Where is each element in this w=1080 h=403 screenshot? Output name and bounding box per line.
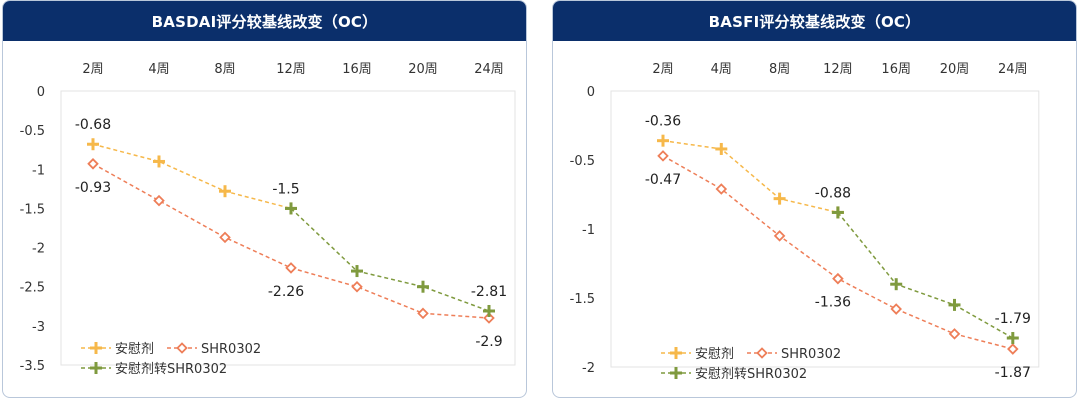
- basdai-legend-label: 安慰剂: [115, 342, 154, 357]
- basfi-data-point: [715, 142, 728, 155]
- basdai-data-point: [219, 231, 231, 244]
- basdai-data-label: -2.26: [268, 284, 304, 300]
- basfi-legend-label: 安慰剂: [695, 347, 734, 362]
- basfi-data-point: [773, 192, 786, 205]
- basdai-legend-item: 安慰剂: [81, 342, 154, 357]
- basdai-x-tick-label: 24周: [474, 62, 504, 77]
- basdai-x-tick-label: 2周: [82, 62, 103, 77]
- basfi-data-point: [1007, 343, 1019, 355]
- basfi-data-point: [890, 278, 903, 291]
- basdai-data-label: -2.9: [475, 334, 502, 350]
- basdai-y-tick-label: -3.5: [20, 359, 45, 374]
- basfi-data-point: [948, 328, 961, 340]
- basdai-data-point: [153, 194, 165, 207]
- basdai-line-chart: 2周 4周 8周 12周 16周 20周 24周 0 -0.5 -1 -1.5 -2 -2.5 -3 -3.…: [20, 62, 516, 377]
- basdai-data-point: [351, 265, 363, 278]
- basfi-x-tick-label: 24周: [998, 62, 1028, 77]
- basfi-series-line-0: [662, 139, 839, 214]
- basdai-data-point: [87, 158, 99, 170]
- basdai-data-point: [87, 138, 99, 151]
- basdai-y-tick-label: -0.5: [20, 124, 45, 139]
- basdai-x-tick-label: 20周: [408, 62, 438, 77]
- basdai-legend-item: SHR0302: [167, 342, 261, 357]
- basdai-x-tick-label: 12周: [276, 62, 306, 77]
- basfi-series-line-2: [837, 211, 1014, 339]
- basdai-data-point: [417, 307, 429, 320]
- basfi-legend-marker: [670, 367, 682, 379]
- basdai-data-point: [285, 262, 297, 274]
- basfi-data-label: -0.47: [645, 172, 681, 188]
- basdai-data-label: -1.5: [272, 181, 299, 197]
- basfi-y-tick-label: -2: [582, 361, 595, 376]
- basfi-y-tick-label: -1: [582, 223, 595, 238]
- basfi-y-tick-label: -1.5: [570, 292, 595, 307]
- basfi-data-point: [832, 272, 844, 285]
- basdai-data-label: -0.68: [75, 117, 111, 133]
- basdai-chart-title: BASDAI评分较基线改变（OC）: [3, 1, 526, 41]
- basfi-data-label: -0.88: [815, 185, 851, 201]
- basdai-y-tick-label: -3: [32, 320, 45, 335]
- basdai-chart-panel: BASDAI评分较基线改变（OC） 2周 4周 8周 12周 16周 20周 24周 0 -0.…: [2, 0, 527, 398]
- basfi-y-tick-label: -0.5: [570, 154, 595, 169]
- basfi-legend-item: 安慰剂转SHR0302: [661, 367, 807, 382]
- basdai-legend-marker: [90, 342, 102, 354]
- basdai-data-point: [417, 280, 429, 293]
- basfi-line-chart: 2周 4周 8周 12周 16周 20周 24周 0 -0.5 -1 -1.5 -2 -0.36 -0.4…: [570, 62, 1040, 382]
- basdai-legend-marker: [90, 362, 102, 374]
- basfi-y-tick-label: 0: [587, 85, 595, 100]
- basfi-x-tick-label: 20周: [940, 62, 970, 77]
- basfi-legend-item: 安慰剂: [661, 347, 734, 362]
- basfi-legend-marker: [756, 347, 768, 359]
- basfi-x-tick-label: 2周: [652, 62, 673, 77]
- basfi-x-tick-label: 8周: [769, 62, 790, 77]
- basfi-data-label: -1.79: [995, 311, 1031, 327]
- basfi-data-point: [773, 230, 786, 242]
- basfi-data-label: -1.36: [815, 295, 851, 311]
- basdai-y-tick-label: -1.5: [20, 202, 45, 217]
- basdai-legend-marker: [176, 342, 188, 354]
- basdai-legend-item: 安慰剂转SHR0302: [81, 362, 227, 377]
- basfi-data-point: [657, 150, 669, 162]
- basdai-data-point: [219, 185, 231, 198]
- basdai-data-point: [285, 202, 297, 215]
- basfi-data-point: [890, 303, 902, 315]
- basfi-chart-panel: BASFI评分较基线改变（OC） 2周 4周 8周 12周 16周 20周 24周 0 -0.5…: [552, 0, 1077, 398]
- basdai-data-point: [351, 280, 363, 293]
- basdai-y-tick-label: -2.5: [20, 281, 45, 296]
- basdai-series-line-2: [290, 207, 490, 312]
- basfi-data-point: [1006, 332, 1019, 345]
- basfi-legend-label: 安慰剂转SHR0302: [695, 367, 807, 382]
- basdai-legend-label: 安慰剂转SHR0302: [115, 362, 227, 377]
- basfi-data-point: [948, 298, 961, 311]
- basdai-x-tick-label: 8周: [214, 62, 235, 77]
- basfi-data-point: [831, 206, 844, 219]
- basfi-data-point: [657, 134, 669, 147]
- basdai-y-tick-label: -2: [32, 242, 45, 257]
- basdai-data-label: -2.81: [471, 284, 507, 300]
- basfi-x-tick-label: 12周: [823, 62, 853, 77]
- basfi-legend-label: SHR0302: [781, 347, 841, 362]
- basfi-data-label: -1.87: [995, 365, 1031, 381]
- basdai-data-point: [483, 312, 495, 324]
- basfi-x-tick-label: 4周: [711, 62, 732, 77]
- basdai-data-point: [483, 304, 495, 317]
- basdai-y-tick-label: -1: [32, 163, 45, 178]
- basdai-data-point: [153, 155, 165, 168]
- basdai-plot-area: [60, 90, 516, 366]
- basfi-plot-area: [610, 90, 1040, 368]
- basdai-x-tick-label: 16周: [342, 62, 372, 77]
- basdai-x-tick-label: 4周: [148, 62, 169, 77]
- basdai-y-tick-label: 0: [37, 85, 45, 100]
- basdai-data-label: -0.93: [75, 180, 111, 196]
- basfi-data-point: [715, 183, 728, 195]
- basdai-series-line-0: [92, 143, 292, 210]
- basfi-data-label: -0.36: [645, 114, 681, 130]
- basfi-chart-title: BASFI评分较基线改变（OC）: [553, 1, 1076, 41]
- basfi-legend-item: SHR0302: [747, 347, 841, 362]
- basfi-x-tick-label: 16周: [881, 62, 911, 77]
- basdai-legend-label: SHR0302: [201, 342, 261, 357]
- basfi-legend-marker: [670, 347, 682, 359]
